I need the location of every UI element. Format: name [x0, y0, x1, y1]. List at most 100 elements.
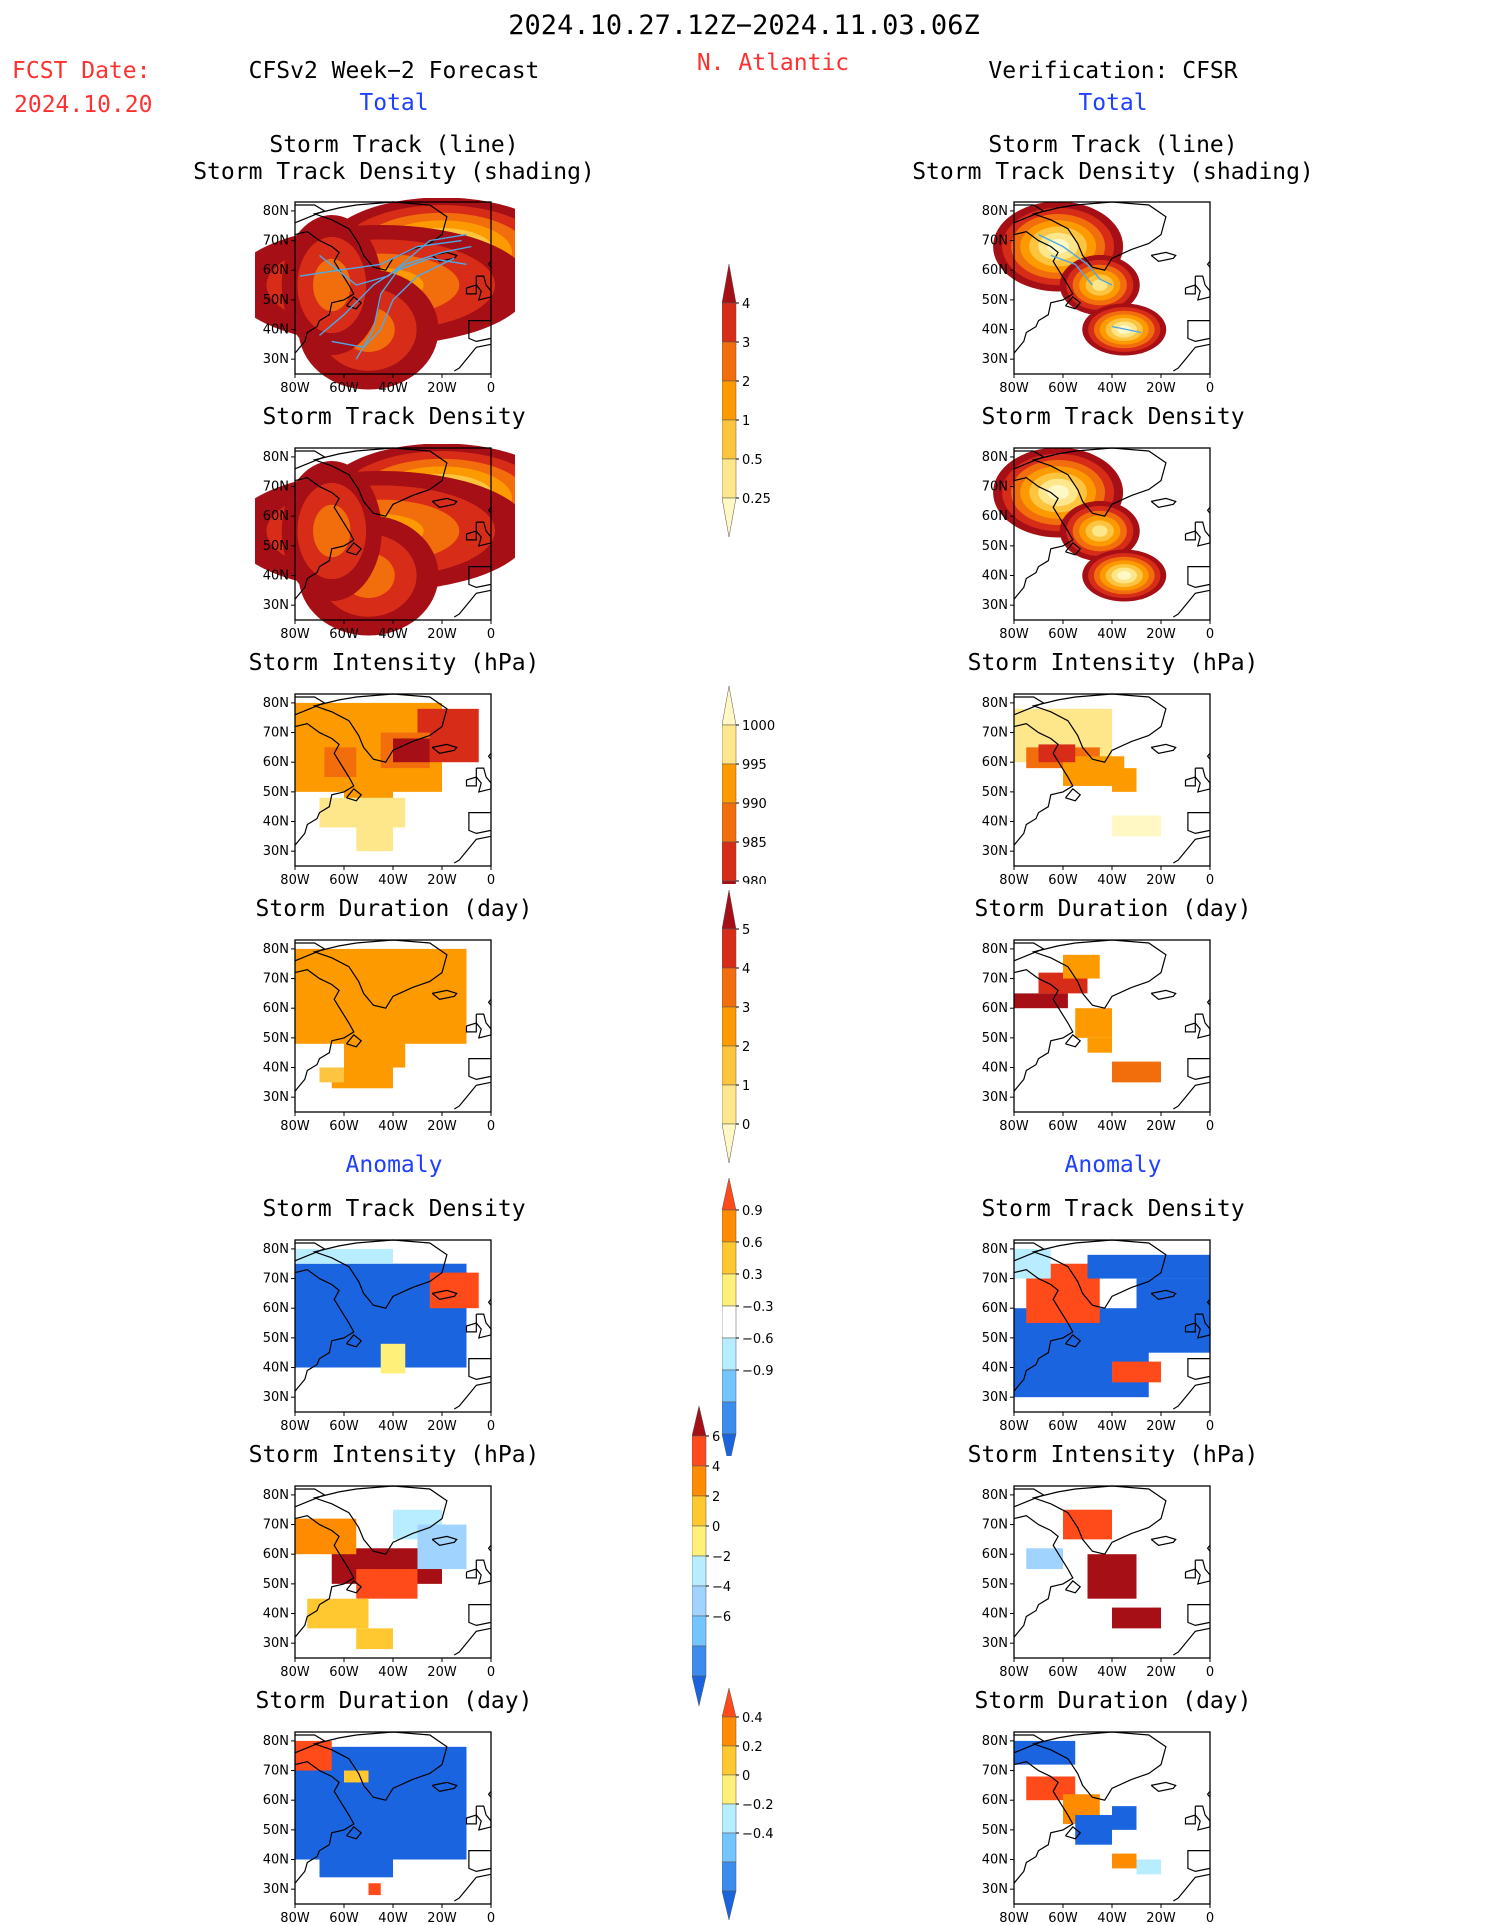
coastline: [487, 1298, 492, 1306]
colorbar-box: [692, 1495, 707, 1527]
coastline: [1184, 530, 1196, 541]
colorbar-boxes: [722, 263, 737, 538]
y-tick-label: 80N: [982, 1242, 1008, 1257]
verification-total-label: Total: [1078, 90, 1148, 116]
x-tick-label: 20W: [427, 1665, 457, 1678]
x-tick-label: 60W: [329, 873, 359, 886]
grid-cell: [1075, 1008, 1112, 1038]
coastline: [1172, 589, 1211, 618]
panel-title-11: Storm Intensity (hPa): [248, 1442, 540, 1468]
region-label: N. Atlantic: [696, 50, 850, 76]
storm-track: [1038, 233, 1113, 286]
x-tick-label: 40W: [378, 873, 408, 886]
coastline-layer: [1013, 447, 1211, 618]
density-contour: [1092, 525, 1108, 537]
coastline: [1150, 497, 1177, 508]
y-tick-label: 50N: [982, 1031, 1008, 1046]
colorbar-label: 995: [742, 758, 767, 773]
y-tick-label: 30N: [263, 844, 289, 859]
y-tick-label: 60N: [982, 755, 1008, 770]
coastline: [468, 1603, 492, 1627]
coastline: [1031, 1485, 1167, 1555]
colorbar-label: −0.3: [742, 1300, 774, 1315]
panel-title-5: Storm Intensity (hPa): [248, 650, 540, 676]
y-tick-label: 70N: [263, 1518, 289, 1533]
storm-track-lines: [299, 233, 472, 360]
coastline: [294, 231, 355, 354]
x-tick-label: 20W: [1146, 1665, 1176, 1678]
x-tick-label: 20W: [1146, 1911, 1176, 1924]
grid-cell: [356, 821, 393, 852]
panel-title-10: Storm Track Density: [981, 1196, 1245, 1222]
y-tick-label: 50N: [982, 1577, 1008, 1592]
y-tick-label: 60N: [982, 1301, 1008, 1316]
y-tick-label: 50N: [263, 1331, 289, 1346]
forecast-title: CFSv2 Week−2 Forecast: [248, 58, 540, 84]
shading-layer: [295, 1509, 467, 1650]
x-tick-label: 0: [1206, 1911, 1214, 1924]
y-tick-label: 40N: [982, 1061, 1008, 1076]
coastline: [1031, 693, 1167, 763]
colorbar-label: 985: [742, 836, 767, 851]
colorbar-label: 0.25: [742, 492, 771, 507]
density-contour: [1092, 279, 1108, 291]
grid-cell: [319, 1859, 393, 1878]
colorbar-boxes: [722, 1688, 737, 1921]
coastline: [1150, 1535, 1177, 1546]
x-tick-label: 60W: [1048, 873, 1078, 886]
grid-cell: [1087, 1037, 1112, 1053]
coastline: [431, 989, 458, 1000]
x-tick-label: 0: [1206, 873, 1214, 886]
colorbar-cap: [692, 1406, 707, 1437]
x-tick-label: 80W: [280, 1419, 310, 1432]
coastline: [294, 1242, 326, 1262]
x-tick-label: 80W: [280, 873, 310, 886]
colorbar-cap: [722, 880, 737, 884]
y-tick-label: 30N: [982, 1882, 1008, 1897]
x-tick-label: 80W: [280, 1665, 310, 1678]
storm-track: [355, 257, 467, 360]
coastline: [453, 1873, 492, 1902]
coastline: [294, 477, 355, 600]
x-tick-label: 60W: [329, 1665, 359, 1678]
coastline: [1013, 231, 1074, 354]
coastline: [431, 1289, 458, 1300]
colorbar-box: [722, 763, 737, 804]
x-tick-label: 60W: [329, 1419, 359, 1432]
coastline: [453, 835, 492, 864]
x-tick-label: 0: [487, 1911, 495, 1924]
colorbar-box: [722, 841, 737, 882]
coastline: [468, 1057, 492, 1081]
coastline: [1206, 260, 1211, 268]
coastline: [1031, 1731, 1167, 1801]
y-tick-label: 80N: [982, 942, 1008, 957]
grid-cell: [1112, 1853, 1137, 1869]
coastline-layer: [294, 693, 492, 864]
x-tick-label: 40W: [378, 381, 408, 394]
y-tick-label: 50N: [263, 785, 289, 800]
anomaly-intensity-colorbar: 6 4 2 0 −2 −4 −6: [692, 1406, 731, 1707]
y-tick-label: 40N: [982, 1607, 1008, 1622]
storm-track: [1111, 325, 1142, 334]
colorbar-label: 0.3: [742, 1268, 763, 1283]
coastline: [1013, 1515, 1074, 1638]
coastline-layer: [294, 201, 492, 372]
coastline: [346, 1580, 363, 1594]
coastline: [1013, 1488, 1045, 1508]
coastline: [294, 696, 326, 716]
coastline: [465, 284, 477, 295]
coastline: [312, 447, 448, 517]
panel-title-13: Storm Duration (day): [255, 1688, 533, 1714]
coastline: [465, 1322, 477, 1333]
storm-track: [319, 233, 467, 286]
x-tick-label: 60W: [1048, 381, 1078, 394]
x-tick-label: 80W: [999, 873, 1029, 886]
y-tick-label: 30N: [263, 1390, 289, 1405]
x-tick-label: 80W: [280, 381, 310, 394]
y-tick-label: 30N: [982, 598, 1008, 613]
y-tick-label: 60N: [263, 1793, 289, 1808]
coastline-layer: [1013, 1239, 1211, 1410]
coastline: [294, 1515, 355, 1638]
y-tick-label: 70N: [263, 972, 289, 987]
colorbar-label: 5: [742, 923, 750, 938]
